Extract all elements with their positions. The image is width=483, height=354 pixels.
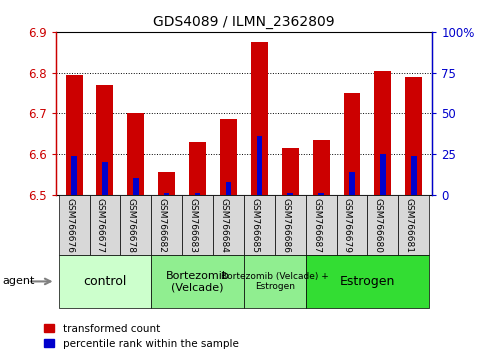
Text: Bortezomib
(Velcade): Bortezomib (Velcade)	[166, 270, 229, 292]
Bar	[189, 142, 206, 195]
Text: GSM766679: GSM766679	[343, 198, 352, 253]
Bar	[405, 76, 422, 195]
Text: GSM766682: GSM766682	[158, 198, 167, 253]
Text: GSM766683: GSM766683	[188, 198, 198, 253]
Text: agent: agent	[2, 276, 35, 286]
FancyBboxPatch shape	[398, 195, 429, 255]
Text: GSM766687: GSM766687	[312, 198, 321, 253]
Text: Estrogen: Estrogen	[340, 275, 395, 288]
Bar	[287, 193, 293, 195]
Bar	[164, 193, 170, 195]
FancyBboxPatch shape	[306, 255, 429, 308]
Bar	[374, 70, 391, 195]
FancyBboxPatch shape	[337, 195, 368, 255]
FancyBboxPatch shape	[182, 195, 213, 255]
Text: control: control	[83, 275, 127, 288]
FancyBboxPatch shape	[58, 195, 89, 255]
FancyBboxPatch shape	[306, 195, 337, 255]
Text: GSM766678: GSM766678	[127, 198, 136, 253]
Bar	[282, 148, 298, 195]
Bar	[251, 42, 268, 195]
Bar	[128, 113, 144, 195]
FancyBboxPatch shape	[244, 255, 306, 308]
Bar	[226, 182, 231, 195]
Bar	[158, 172, 175, 195]
Bar	[220, 119, 237, 195]
Text: GSM766686: GSM766686	[281, 198, 290, 253]
FancyBboxPatch shape	[151, 255, 244, 308]
Bar	[349, 172, 355, 195]
Text: GSM766681: GSM766681	[405, 198, 414, 253]
FancyBboxPatch shape	[275, 195, 306, 255]
FancyBboxPatch shape	[368, 195, 398, 255]
FancyBboxPatch shape	[58, 255, 151, 308]
Text: GSM766676: GSM766676	[65, 198, 74, 253]
FancyBboxPatch shape	[213, 195, 244, 255]
Bar	[256, 136, 262, 195]
FancyBboxPatch shape	[244, 195, 275, 255]
Text: GSM766677: GSM766677	[96, 198, 105, 253]
Bar	[318, 193, 324, 195]
Legend: transformed count, percentile rank within the sample: transformed count, percentile rank withi…	[44, 324, 239, 349]
Text: Bortezomib (Velcade) +
Estrogen: Bortezomib (Velcade) + Estrogen	[221, 272, 328, 291]
FancyBboxPatch shape	[120, 195, 151, 255]
Bar	[313, 140, 329, 195]
Bar	[97, 85, 114, 195]
Bar	[411, 156, 416, 195]
Bar	[195, 193, 200, 195]
FancyBboxPatch shape	[151, 195, 182, 255]
Bar	[343, 93, 360, 195]
Title: GDS4089 / ILMN_2362809: GDS4089 / ILMN_2362809	[153, 16, 335, 29]
Bar	[133, 178, 139, 195]
Bar	[71, 156, 77, 195]
Text: GSM766685: GSM766685	[250, 198, 259, 253]
Bar	[66, 75, 83, 195]
Bar	[102, 162, 108, 195]
Text: GSM766684: GSM766684	[219, 198, 228, 253]
Bar	[380, 154, 385, 195]
Text: GSM766680: GSM766680	[374, 198, 383, 253]
FancyBboxPatch shape	[89, 195, 120, 255]
